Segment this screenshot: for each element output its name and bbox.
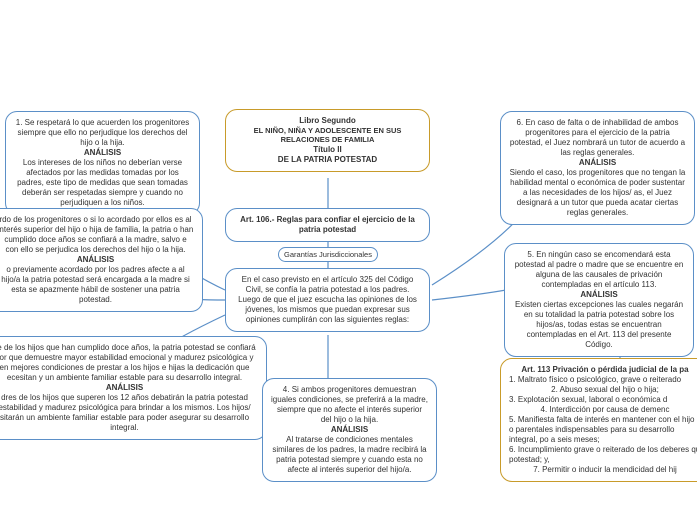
rule6-node: 6. En caso de falta o de inhabilidad de … bbox=[500, 111, 695, 225]
art106-node: Art. 106.- Reglas para confiar el ejerci… bbox=[225, 208, 430, 242]
art113-i7: 7. Permitir o inducir la mendicidad del … bbox=[509, 465, 697, 475]
art113-i4: 4. Interdicción por causa de demenc bbox=[509, 405, 697, 415]
rule3-analisis: dres de los hijos que superen los 12 año… bbox=[0, 393, 258, 433]
art113-i2: 2. Abuso sexual del hijo o hija; bbox=[509, 385, 697, 395]
rule2-node: rdo de los progenitores o si lo acordado… bbox=[0, 208, 203, 312]
rule4-analisis: Al tratarse de condiciones mentales simi… bbox=[271, 435, 428, 475]
rule2-analisis: o previamente acordado por los padres af… bbox=[0, 265, 194, 305]
art113-i3: 3. Explotación sexual, laboral o económi… bbox=[509, 395, 697, 405]
rule3-node: se de los hijos que han cumplido doce añ… bbox=[0, 336, 267, 440]
rule1-analisis-label: ANÁLISIS bbox=[14, 148, 191, 158]
garantias-node: Garantías Jurisdiccionales bbox=[278, 247, 378, 262]
art113-i6: 6. Incumplimiento grave o reiterado de l… bbox=[509, 445, 697, 465]
rule6-analisis: Siendo el caso, los progenitores que no … bbox=[509, 168, 686, 218]
root-l1: Libro Segundo bbox=[234, 116, 421, 126]
art113-i1: 1. Maltrato físico o psicológico, grave … bbox=[509, 375, 697, 385]
intro-node: En el caso previsto en el artículo 325 d… bbox=[225, 268, 430, 332]
rule1-node: 1. Se respetará lo que acuerden los prog… bbox=[5, 111, 200, 215]
rule4-node: 4. Si ambos progenitores demuestran igua… bbox=[262, 378, 437, 482]
rule1-text: 1. Se respetará lo que acuerden los prog… bbox=[14, 118, 191, 148]
art106-text: Art. 106.- Reglas para confiar el ejerci… bbox=[234, 215, 421, 235]
rule5-analisis: Existen ciertas excepciones las cuales n… bbox=[513, 300, 685, 350]
intro-text: En el caso previsto en el artículo 325 d… bbox=[234, 275, 421, 325]
rule1-analisis: Los intereses de los niños no deberían v… bbox=[14, 158, 191, 208]
rule2-analisis-label: ANÁLISIS bbox=[0, 255, 194, 265]
rule4-analisis-label: ANÁLISIS bbox=[271, 425, 428, 435]
garantias-text: Garantías Jurisdiccionales bbox=[284, 250, 372, 259]
rule6-text: 6. En caso de falta o de inhabilidad de … bbox=[509, 118, 686, 158]
root-l4: DE LA PATRIA POTESTAD bbox=[234, 155, 421, 165]
root-l2: EL NIÑO, NIÑA Y ADOLESCENTE EN SUS RELAC… bbox=[234, 126, 421, 145]
rule3-analisis-label: ANÁLISIS bbox=[0, 383, 258, 393]
rule4-text: 4. Si ambos progenitores demuestran igua… bbox=[271, 385, 428, 425]
root-node: Libro Segundo EL NIÑO, NIÑA Y ADOLESCENT… bbox=[225, 109, 430, 172]
rule5-node: 5. En ningún caso se encomendará esta po… bbox=[504, 243, 694, 357]
rule2-text: rdo de los progenitores o si lo acordado… bbox=[0, 215, 194, 255]
rule5-text: 5. En ningún caso se encomendará esta po… bbox=[513, 250, 685, 290]
art113-title: Art. 113 Privación o pérdida judicial de… bbox=[509, 365, 697, 375]
rule3-text: se de los hijos que han cumplido doce añ… bbox=[0, 343, 258, 383]
rule6-analisis-label: ANÁLISIS bbox=[509, 158, 686, 168]
rule5-analisis-label: ANÁLISIS bbox=[513, 290, 685, 300]
root-l3: Título II bbox=[234, 145, 421, 155]
art113-node: Art. 113 Privación o pérdida judicial de… bbox=[500, 358, 697, 482]
art113-i5: 5. Manifiesta falta de interés en manten… bbox=[509, 415, 697, 445]
